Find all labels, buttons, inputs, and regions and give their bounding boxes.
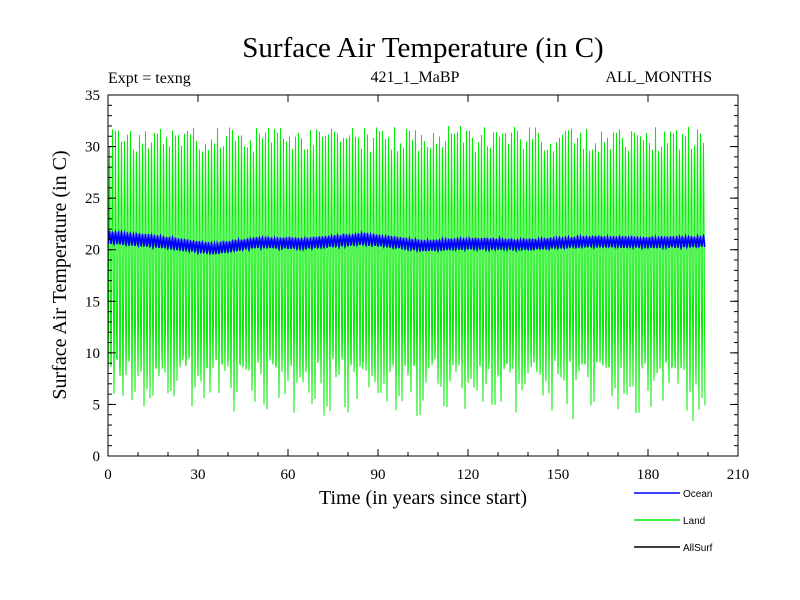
y-tick-label: 0 <box>93 449 101 465</box>
x-axis: 0 30 60 90 120 150 180 210 <box>104 95 749 483</box>
x-tick-label: 90 <box>371 467 386 483</box>
chart-subtitle-right: ALL_MONTHS <box>605 69 712 86</box>
y-tick-label: 30 <box>85 140 100 156</box>
y-tick-label: 15 <box>85 294 100 310</box>
plot-frame <box>107 94 739 457</box>
plot-area <box>107 125 706 422</box>
x-axis-label: Time (in years since start) <box>319 487 527 509</box>
ocean-series <box>107 229 706 256</box>
x-tick-label: 180 <box>637 467 660 483</box>
legend-label-land: Land <box>683 516 705 527</box>
x-tick-label: 150 <box>547 467 570 483</box>
x-tick-label: 60 <box>281 467 296 483</box>
y-tick-label: 25 <box>85 191 100 207</box>
y-tick-label: 5 <box>93 397 101 413</box>
legend: Ocean Land AllSurf <box>634 489 713 554</box>
x-tick-label: 30 <box>191 467 206 483</box>
land-series-line <box>107 125 706 422</box>
y-axis: 0 5 10 15 20 25 30 35 <box>85 88 738 465</box>
y-tick-label: 20 <box>85 243 100 259</box>
x-tick-label: 0 <box>104 467 112 483</box>
chart-title: Surface Air Temperature (in C) <box>242 32 603 64</box>
y-axis-label: Surface Air Temperature (in C) <box>49 150 71 399</box>
y-tick-label: 10 <box>85 346 100 362</box>
chart-subtitle-center: 421_1_MaBP <box>371 69 460 86</box>
legend-label-ocean: Ocean <box>683 489 712 500</box>
y-tick-label: 35 <box>85 88 100 104</box>
chart-subtitle-left: Expt = texng <box>108 70 191 87</box>
x-tick-label: 120 <box>457 467 480 483</box>
legend-label-allsurf: AllSurf <box>683 543 713 554</box>
x-tick-label: 210 <box>727 467 750 483</box>
ocean-series-line <box>107 229 706 256</box>
